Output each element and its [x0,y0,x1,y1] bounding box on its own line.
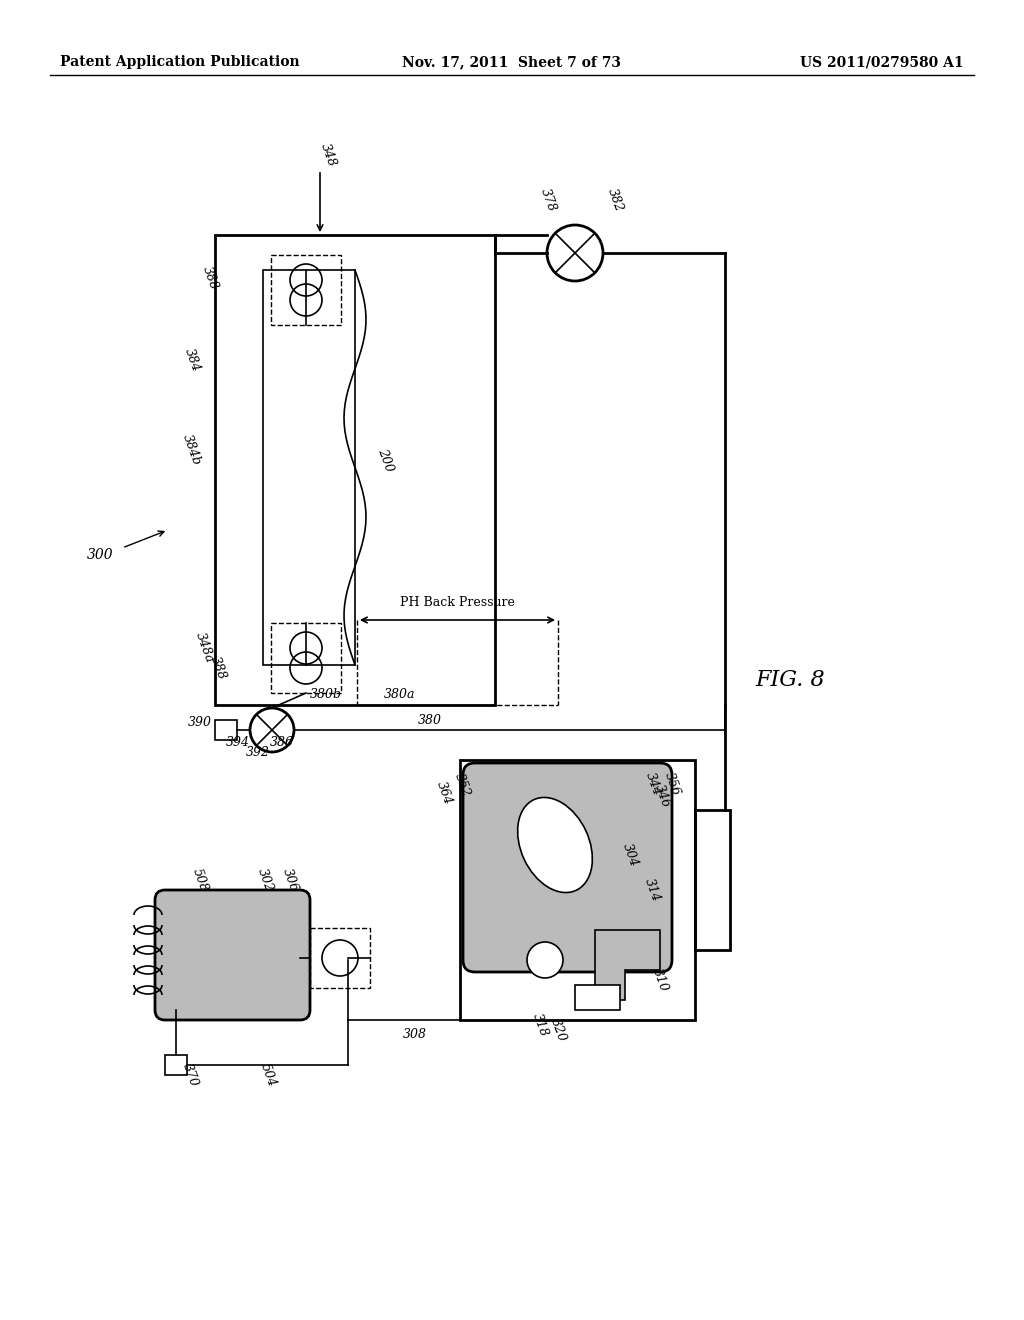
Text: 304: 304 [620,842,640,869]
Text: US 2011/0279580 A1: US 2011/0279580 A1 [801,55,964,69]
Text: 352: 352 [452,771,472,799]
Text: FIG. 8: FIG. 8 [755,669,824,690]
Text: Patent Application Publication: Patent Application Publication [60,55,300,69]
Polygon shape [215,719,237,741]
Text: 308: 308 [403,1028,427,1041]
Polygon shape [575,985,620,1010]
Text: 380a: 380a [384,689,416,701]
Text: 388: 388 [200,264,220,292]
Text: 380: 380 [418,714,442,726]
Text: 200: 200 [375,446,395,474]
Polygon shape [165,1055,187,1074]
Text: 384: 384 [182,347,202,374]
Text: 302: 302 [255,866,275,894]
Text: 382: 382 [605,186,626,214]
Text: 320: 320 [548,1016,568,1044]
Text: 314: 314 [642,876,663,903]
Circle shape [527,942,563,978]
Ellipse shape [518,797,592,892]
Text: 310: 310 [650,966,671,994]
FancyBboxPatch shape [463,763,672,972]
Text: 306: 306 [280,866,300,894]
Text: 390: 390 [188,715,212,729]
Text: 392: 392 [246,746,270,759]
Text: 346: 346 [652,783,672,809]
Text: 508: 508 [189,866,210,894]
Text: 378: 378 [538,186,558,214]
Text: PH Back Pressure: PH Back Pressure [399,595,514,609]
Text: 344: 344 [643,771,664,797]
Text: 348a: 348a [194,631,216,665]
Text: 394: 394 [226,735,250,748]
FancyBboxPatch shape [155,890,310,1020]
Text: 300: 300 [87,548,114,562]
Text: 364: 364 [434,780,455,807]
Polygon shape [263,271,355,665]
Polygon shape [595,931,660,1001]
Text: 384b: 384b [180,433,204,467]
Text: 370: 370 [180,1061,201,1089]
Text: 386: 386 [270,735,294,748]
Text: 348: 348 [317,141,338,169]
Text: 388: 388 [208,655,228,681]
Text: 318: 318 [529,1011,550,1039]
Text: Nov. 17, 2011  Sheet 7 of 73: Nov. 17, 2011 Sheet 7 of 73 [402,55,622,69]
Text: 504: 504 [258,1061,279,1089]
Text: 356: 356 [662,771,682,797]
Text: 380b: 380b [310,689,342,701]
